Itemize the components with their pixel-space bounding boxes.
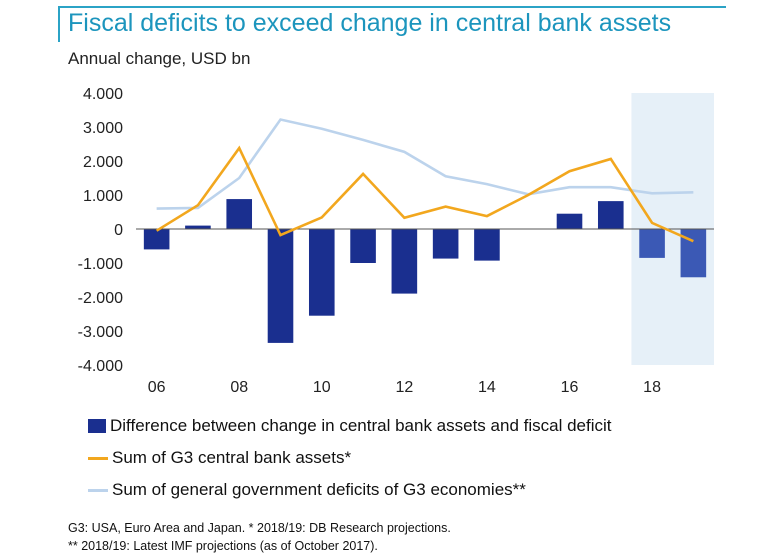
bar-difference-2008 — [226, 199, 253, 229]
legend-label-cb-assets: Sum of G3 central bank assets* — [112, 448, 352, 467]
y-tick-label: -1.000 — [78, 256, 123, 273]
y-tick-label: 3.000 — [83, 120, 123, 137]
y-tick-label: 2.000 — [83, 154, 123, 171]
legend: Difference between change in central ban… — [88, 410, 611, 506]
y-tick-label: 4.000 — [83, 86, 123, 103]
legend-item-difference: Difference between change in central ban… — [88, 410, 611, 442]
footnote-line-2: ** 2018/19: Latest IMF projections (as o… — [68, 539, 378, 553]
bar-difference-2011 — [350, 229, 376, 263]
bar-difference-2006 — [143, 229, 170, 250]
legend-item-deficits: Sum of general government deficits of G3… — [88, 474, 611, 506]
line-deficits — [156, 118, 694, 210]
x-tick-label: 12 — [395, 379, 413, 396]
y-axis-unit-label: Annual change, USD bn — [68, 49, 251, 68]
legend-deficit-line-swatch — [88, 488, 108, 492]
x-tick-label: 18 — [643, 379, 661, 396]
bar-difference-2017 — [597, 201, 624, 229]
legend-label-difference: Difference between change in central ban… — [110, 416, 612, 435]
line-cb-assets — [155, 145, 694, 243]
y-tick-label: -4.000 — [78, 358, 123, 375]
y-tick-label: 0 — [114, 222, 123, 239]
x-tick-label: 14 — [478, 379, 496, 396]
y-tick-label: 1.000 — [83, 188, 123, 205]
x-tick-label: 10 — [313, 379, 331, 396]
bar-difference-2007 — [185, 225, 211, 229]
footnotes: G3: USA, Euro Area and Japan. * 2018/19:… — [68, 519, 451, 555]
bar-difference-2013 — [432, 229, 459, 259]
bar-difference-2010 — [308, 229, 335, 316]
x-tick-label: 08 — [230, 379, 248, 396]
x-tick-label: 16 — [561, 379, 579, 396]
bar-difference-2012 — [391, 229, 418, 294]
y-tick-label: -2.000 — [78, 290, 123, 307]
bar-difference-2014 — [474, 229, 500, 261]
legend-item-cb-assets: Sum of G3 central bank assets* — [88, 442, 611, 474]
bar-difference-2018 — [639, 229, 665, 258]
legend-bar-swatch — [88, 419, 106, 433]
bar-difference-2009 — [267, 229, 294, 343]
chart-title: Fiscal deficits to exceed change in cent… — [68, 9, 672, 37]
title-frame — [58, 6, 726, 42]
legend-label-deficits: Sum of general government deficits of G3… — [112, 480, 526, 499]
x-tick-label: 06 — [148, 379, 166, 396]
footnote-line-1: G3: USA, Euro Area and Japan. * 2018/19:… — [68, 521, 451, 535]
y-tick-label: -3.000 — [78, 324, 123, 341]
bar-difference-2016 — [556, 213, 583, 229]
legend-cb-line-swatch — [88, 456, 108, 460]
